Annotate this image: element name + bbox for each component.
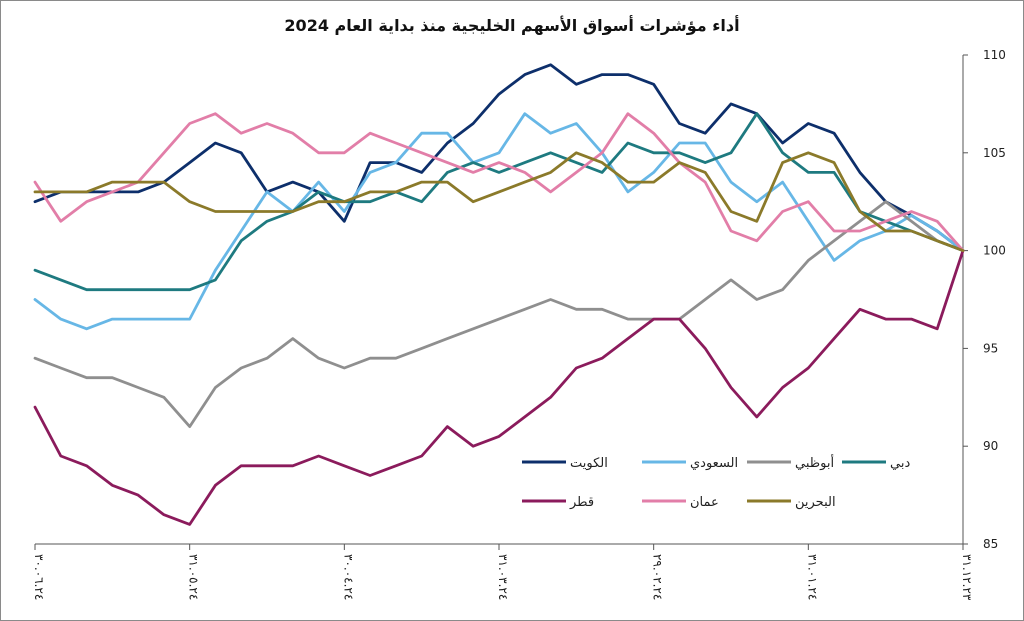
y-tick-label: 110 bbox=[983, 48, 1006, 62]
legend-label: قطر bbox=[569, 495, 594, 510]
legend-label: البحرين bbox=[795, 495, 836, 510]
legend-label: الكويت bbox=[570, 456, 608, 471]
y-tick-label: 95 bbox=[983, 341, 998, 355]
legend-label: أبوظبي bbox=[795, 454, 834, 471]
x-tick-label: ٣١.٠٥.٢٤ bbox=[187, 554, 201, 600]
chart-title: أداء مؤشرات أسواق الأسهم الخليجية منذ بد… bbox=[284, 16, 740, 35]
y-tick-label: 100 bbox=[983, 244, 1006, 258]
x-tick-label: ٣٠.٠٦.٢٤ bbox=[32, 554, 46, 600]
x-tick-label: ٣١.٠٣.٢٤ bbox=[496, 554, 510, 600]
series-line-3 bbox=[33, 200, 965, 429]
series-line-6 bbox=[33, 112, 965, 253]
x-tick-label: ٣١.١٢.٢٣ bbox=[960, 554, 974, 601]
y-tick-label: 90 bbox=[983, 439, 998, 453]
series-line-7 bbox=[33, 151, 965, 253]
legend-label: عمان bbox=[690, 495, 719, 510]
series-line-1 bbox=[33, 63, 965, 253]
legend-label: دبي bbox=[890, 456, 910, 471]
series-line-4 bbox=[33, 112, 965, 292]
y-tick-label: 105 bbox=[983, 146, 1006, 160]
x-tick-label: ٣٠.٠٤.٢٤ bbox=[341, 554, 355, 600]
x-tick-label: ٣١.٠١.٢٤ bbox=[805, 554, 819, 600]
x-tick-label: ٢٩.٠٢.٢٤ bbox=[651, 554, 665, 600]
series-line-5 bbox=[33, 249, 965, 526]
legend-label: السعودي bbox=[690, 456, 738, 471]
y-tick-label: 85 bbox=[983, 537, 998, 551]
series-line-2 bbox=[33, 112, 965, 331]
